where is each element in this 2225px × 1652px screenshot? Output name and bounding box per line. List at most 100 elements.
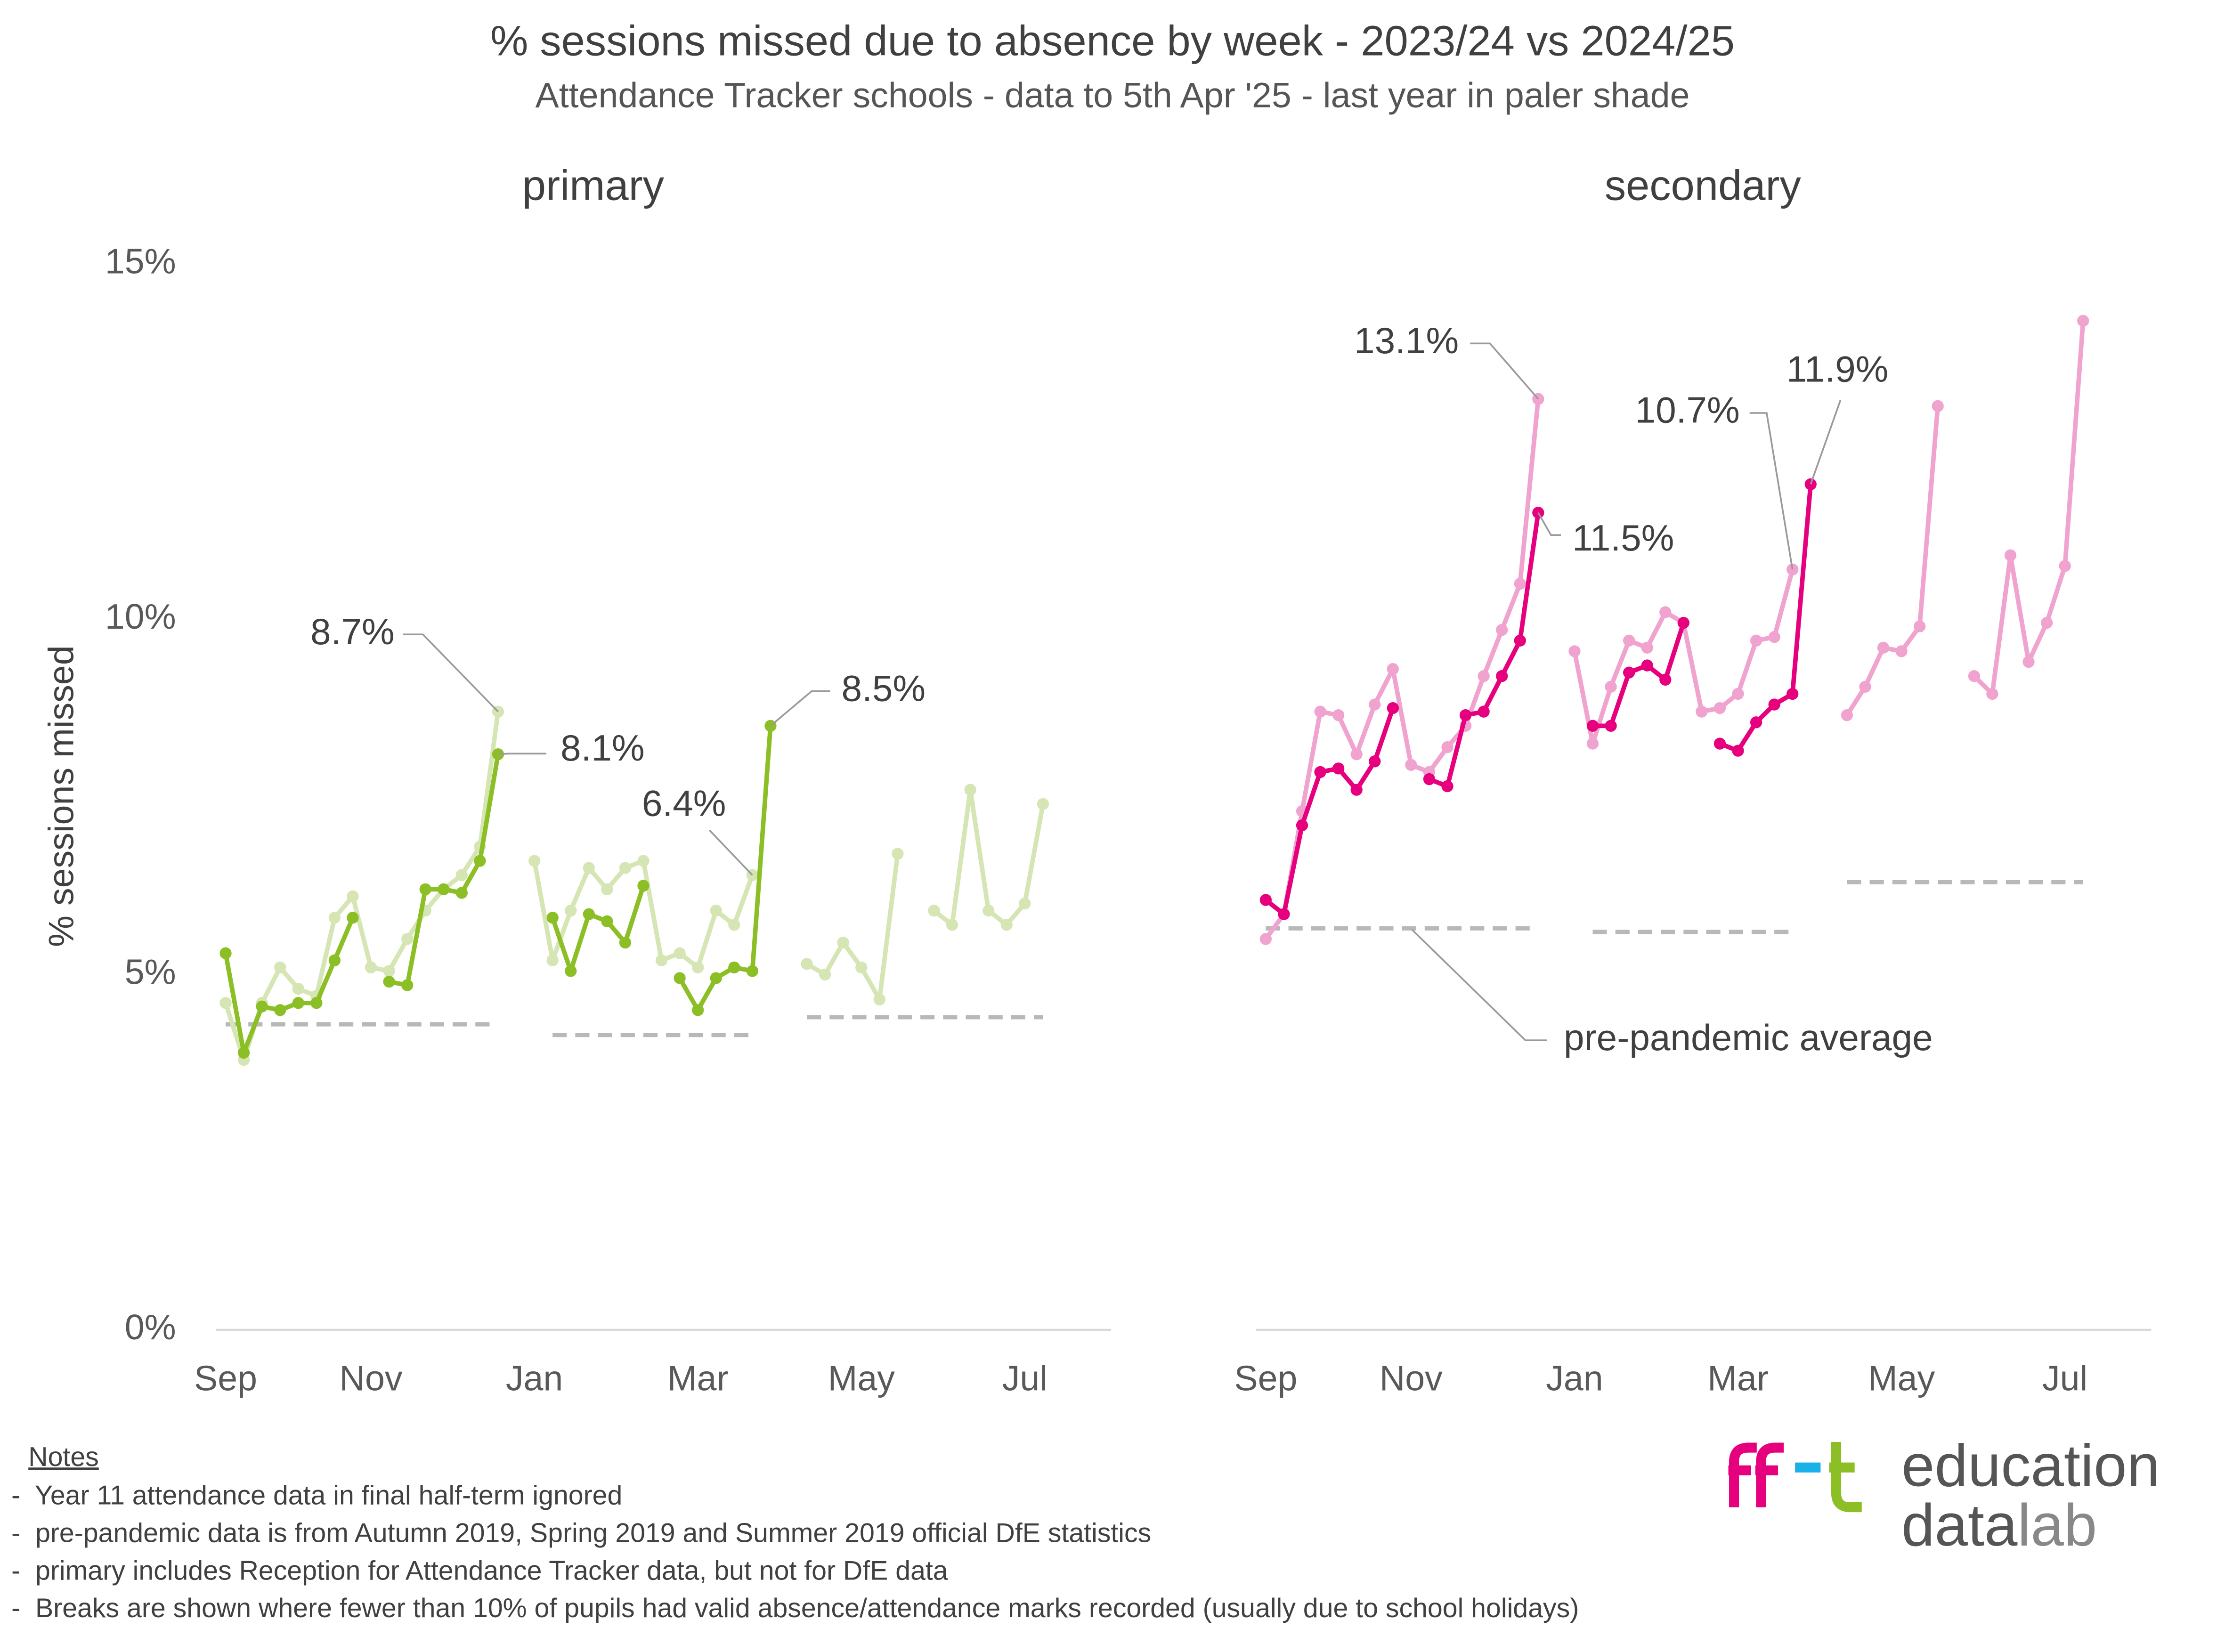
leader-line — [1810, 400, 1842, 485]
logo-icon — [1728, 1442, 1784, 1507]
point — [1713, 702, 1726, 714]
point — [710, 904, 722, 917]
point — [1350, 784, 1363, 796]
x-tick-label: Jan — [506, 1358, 563, 1398]
point — [601, 915, 613, 927]
point — [1750, 634, 1762, 647]
point — [964, 784, 976, 796]
point — [801, 958, 813, 970]
point — [692, 961, 704, 974]
point — [1659, 673, 1672, 686]
point — [546, 954, 559, 966]
x-tick-label: May — [1868, 1358, 1935, 1398]
point — [1641, 641, 1653, 654]
point — [565, 965, 577, 977]
data-label: 10.7% — [1635, 389, 1740, 431]
point — [1586, 720, 1599, 732]
point — [347, 890, 359, 903]
point — [1496, 624, 1508, 636]
point — [328, 954, 341, 966]
point — [2004, 549, 2017, 561]
logo-text: data — [1901, 1491, 2018, 1558]
point — [1369, 755, 1381, 768]
point — [1423, 773, 1436, 786]
point — [837, 936, 849, 949]
point — [237, 1046, 250, 1059]
point — [674, 947, 686, 959]
point — [1696, 705, 1708, 718]
y-tick-label: 10% — [105, 597, 176, 636]
note: - Year 11 attendance data in final half-… — [11, 1481, 622, 1511]
chart-subtitle: Attendance Tracker schools - data to 5th… — [536, 75, 1690, 115]
point — [710, 972, 722, 984]
data-label: 13.1% — [1354, 320, 1459, 361]
point — [528, 855, 541, 867]
note: - Breaks are shown where fewer than 10% … — [11, 1593, 1579, 1623]
point — [1405, 759, 1417, 771]
point — [946, 919, 958, 931]
x-tick-label: Nov — [1380, 1358, 1443, 1398]
point — [601, 883, 613, 896]
x-tick-label: Jul — [1002, 1358, 1048, 1398]
data-label: 8.7% — [310, 611, 395, 652]
point — [855, 961, 868, 974]
data-label: 11.5% — [1572, 517, 1674, 559]
point — [310, 997, 323, 1009]
point — [347, 912, 359, 924]
point — [1623, 634, 1635, 647]
x-tick-label: Sep — [1234, 1358, 1297, 1398]
point — [401, 933, 414, 945]
point — [1496, 670, 1508, 682]
point — [1932, 400, 1944, 412]
point — [983, 904, 995, 917]
y-tick-label: 15% — [105, 241, 176, 281]
data-label: 11.9% — [1786, 348, 1888, 389]
x-tick-label: Sep — [194, 1358, 257, 1398]
point — [1387, 702, 1399, 714]
point — [455, 887, 468, 899]
point — [619, 936, 632, 949]
x-tick-label: Jan — [1546, 1358, 1603, 1398]
leader-line — [1470, 342, 1539, 400]
leader-line — [498, 753, 546, 755]
point — [1859, 680, 1871, 693]
point — [1568, 645, 1581, 657]
logo-text: lab — [2017, 1491, 2097, 1558]
notes-heading: Notes — [28, 1442, 99, 1472]
point — [2040, 616, 2053, 629]
point — [1350, 748, 1363, 761]
point — [2022, 656, 2035, 668]
point — [728, 961, 740, 974]
point — [1914, 620, 1926, 632]
point — [1732, 688, 1744, 700]
point — [1713, 737, 1726, 750]
x-tick-label: Nov — [340, 1358, 403, 1398]
data-label: 8.5% — [842, 667, 926, 709]
point — [2077, 315, 2089, 327]
y-tick-label: 5% — [125, 952, 176, 991]
point — [474, 855, 486, 867]
point — [1259, 933, 1272, 945]
point — [674, 972, 686, 984]
point — [274, 961, 286, 974]
logo-text: datalab — [1901, 1491, 2097, 1558]
point — [1441, 780, 1454, 793]
point — [292, 982, 304, 995]
x-tick-label: May — [828, 1358, 895, 1398]
point — [1478, 705, 1490, 718]
point — [1314, 766, 1326, 778]
point — [1605, 680, 1617, 693]
annotation: pre-pandemic average — [1564, 1017, 1933, 1058]
point — [637, 855, 650, 867]
point — [328, 912, 341, 924]
logo-text: education — [1901, 1432, 2160, 1499]
leader-line — [1749, 412, 1794, 570]
x-tick-label: Jul — [2042, 1358, 2087, 1398]
point — [1623, 666, 1635, 679]
point — [1441, 741, 1454, 753]
point — [1000, 919, 1013, 931]
leader-line — [1411, 929, 1547, 1041]
point — [892, 848, 904, 860]
point — [1750, 716, 1762, 729]
